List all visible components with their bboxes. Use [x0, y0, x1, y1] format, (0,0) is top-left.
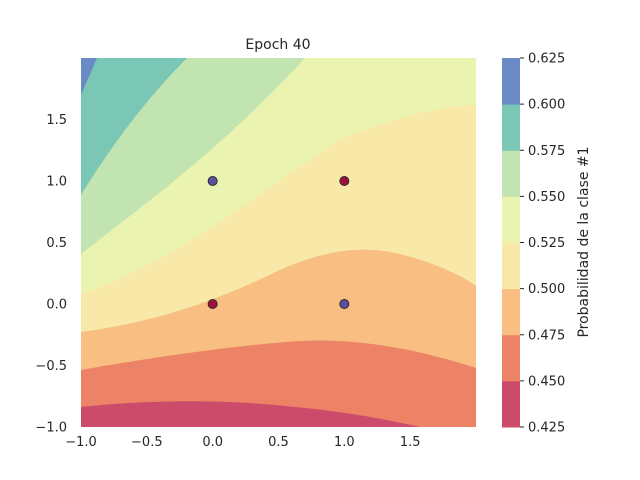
colorbar-segment-4 [502, 196, 520, 243]
data-point-3 [339, 299, 350, 309]
data-point-2 [207, 176, 218, 186]
data-point-1 [339, 176, 350, 186]
x-tick-label: 1.5 [400, 435, 421, 450]
colorbar-label: Probabilidad de la clase #1 [576, 146, 592, 337]
colorbar-segment-6 [502, 104, 520, 151]
colorbar-tick-label: 0.550 [528, 190, 565, 205]
y-tick-label: 0.0 [46, 298, 67, 313]
contour-band-0.425-0.450 [81, 401, 420, 427]
x-tick-label: 0.0 [202, 435, 223, 450]
x-tick-label: −1.0 [65, 435, 97, 450]
colorbar-tick-label: 0.500 [528, 282, 565, 297]
x-tick-label: 1.0 [334, 435, 355, 450]
y-tick-label: 1.0 [46, 175, 67, 190]
colorbar [502, 58, 520, 428]
colorbar-tick-label: 0.450 [528, 374, 565, 389]
colorbar-segment-3 [502, 242, 520, 290]
x-tick-label: 0.5 [268, 435, 289, 450]
x-axis: −1.0 −0.5 0.0 0.5 1.0 1.5 [65, 435, 420, 450]
y-axis: −1.0 −0.5 0.0 0.5 1.0 1.5 [35, 113, 67, 436]
colorbar-segment-0 [502, 380, 520, 428]
colorbar-tick-label: 0.475 [528, 328, 565, 343]
colorbar-tick-label: 0.425 [528, 421, 565, 436]
y-tick-label: 0.5 [46, 236, 67, 251]
y-tick-label: −1.0 [35, 421, 67, 436]
colorbar-segment-1 [502, 334, 520, 382]
colorbar-ticks: 0.425 0.450 0.475 0.500 0.525 0.550 0.575 0.600… [520, 52, 565, 436]
colorbar-tick-label: 0.575 [528, 144, 565, 159]
chart-title: Epoch 40 [245, 37, 310, 53]
colorbar-segment-2 [502, 288, 520, 336]
plot-area [81, 58, 476, 427]
data-point-0 [207, 299, 218, 309]
colorbar-segment-5 [502, 150, 520, 197]
x-tick-label: −0.5 [131, 435, 163, 450]
y-tick-label: 1.5 [46, 113, 67, 128]
colorbar-tick-label: 0.600 [528, 98, 565, 113]
y-tick-label: −0.5 [35, 359, 67, 374]
colorbar-tick-label: 0.525 [528, 236, 565, 251]
colorbar-tick-label: 0.625 [528, 52, 565, 67]
data-points [207, 176, 350, 309]
colorbar-segment-7 [502, 58, 520, 105]
